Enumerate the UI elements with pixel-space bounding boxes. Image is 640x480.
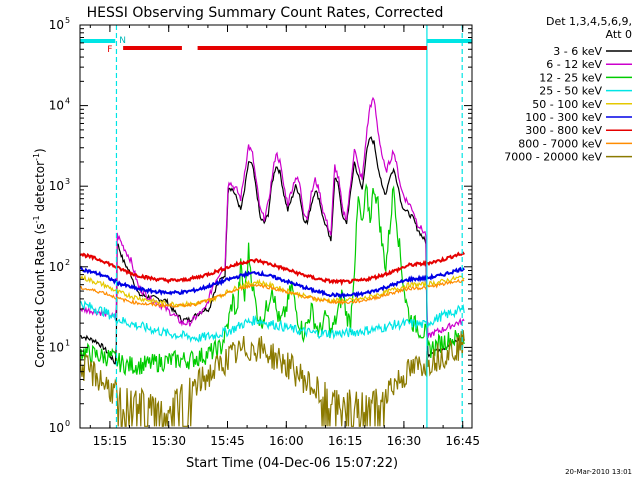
series-line-1	[80, 136, 465, 365]
legend-item-label: 100 - 300 keV	[525, 111, 602, 124]
x-tick-label: 15:15	[93, 434, 128, 448]
timestamp-footer: 20-Mar-2010 13:01	[565, 468, 632, 476]
y-tick-exponent: 4	[65, 97, 70, 106]
legend-item-label: 800 - 7000 keV	[518, 137, 602, 150]
series-lines	[80, 96, 466, 427]
legend-header-detectors: Det 1,3,4,5,6,9,	[546, 15, 632, 28]
y-tick-label: 10	[49, 421, 64, 435]
legend-item-label: 3 - 6 keV	[553, 45, 602, 58]
plot-frame	[79, 24, 473, 429]
night-label: N	[119, 36, 126, 46]
x-tick-label: 16:15	[328, 434, 363, 448]
x-axis-label: Start Time (04-Dec-06 15:07:22)	[186, 456, 398, 471]
chart-title: HESSI Observing Summary Count Rates, Cor…	[87, 5, 444, 21]
y-tick-label: 10	[49, 179, 64, 193]
y-tick-exponent: 3	[65, 177, 70, 186]
y-tick-label: 10	[49, 99, 64, 113]
y-tick-exponent: 2	[65, 258, 70, 267]
series-line-9	[80, 330, 465, 427]
legend-header-attenuator: Att 0	[606, 28, 632, 41]
plot-area: NF	[79, 24, 473, 429]
x-tick-label: 15:45	[210, 434, 245, 448]
y-axis-label: Corrected Count Rate (s-1 detector-1)	[32, 148, 47, 367]
y-tick-exponent: 5	[65, 16, 70, 25]
series-line-5	[80, 274, 465, 308]
series-line-8	[80, 278, 465, 309]
series-line-6	[80, 265, 465, 299]
x-tick-label: 16:00	[269, 434, 304, 448]
legend-item-label: 7000 - 20000 keV	[504, 151, 602, 164]
y-tick-exponent: 0	[65, 419, 70, 428]
series-line-7	[80, 251, 466, 287]
y-tick-label: 10	[49, 340, 64, 354]
legend-item-label: 12 - 25 keV	[539, 71, 602, 84]
x-tick-label: 16:45	[445, 434, 480, 448]
legend-item-label: 300 - 800 keV	[525, 124, 602, 137]
flare-label: F	[107, 45, 112, 55]
x-tick-label: 16:30	[387, 434, 422, 448]
y-tick-exponent: 1	[65, 338, 70, 347]
legend-item-label: 6 - 12 keV	[546, 58, 602, 71]
legend-item-label: 25 - 50 keV	[539, 85, 602, 98]
series-line-4	[80, 300, 465, 343]
legend-item-label: 50 - 100 keV	[532, 98, 602, 111]
y-tick-label: 10	[49, 260, 64, 274]
x-tick-label: 15:30	[151, 434, 186, 448]
x-axis-ticks: 15:15 15:30 15:45 16:00 16:15 16:30 16:45	[89, 25, 480, 448]
y-tick-label: 10	[49, 18, 64, 32]
